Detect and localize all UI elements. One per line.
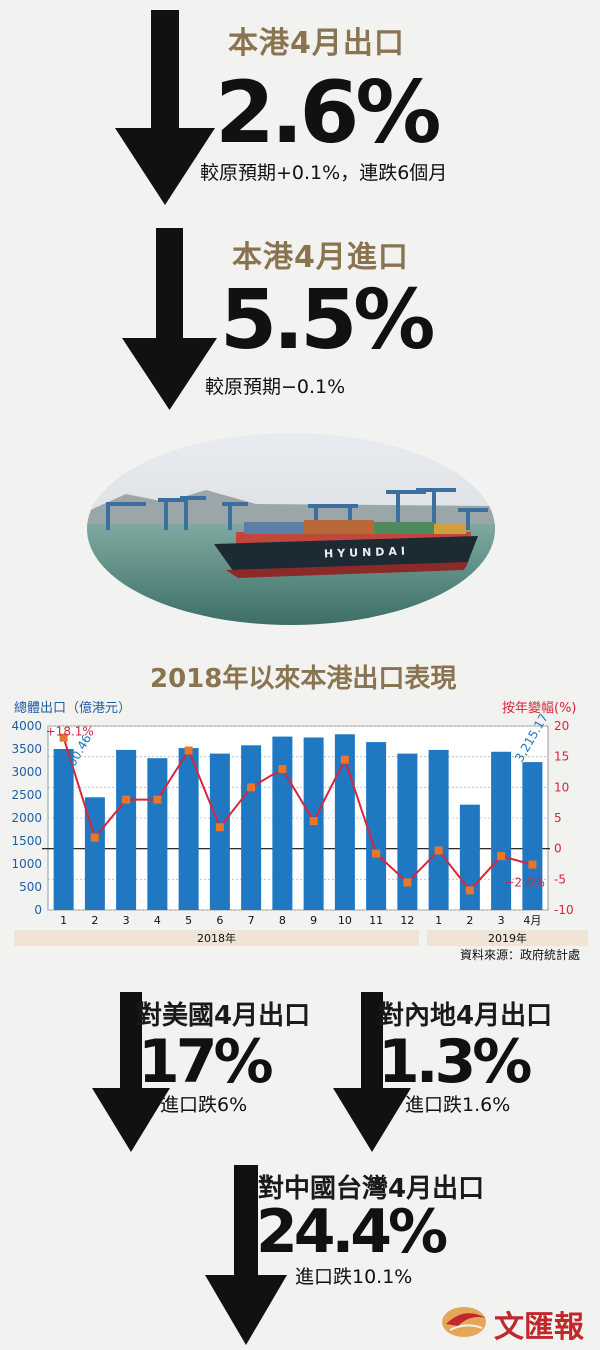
down-arrow-icon [333, 992, 411, 1152]
line-marker [247, 783, 256, 792]
imports-value: 5.5% [220, 273, 435, 368]
yoy-change-line [62, 737, 533, 892]
exports-title: 本港4月出口 [228, 26, 405, 61]
taiwan-value: 24.4% [256, 1197, 448, 1267]
mainland-note: 進口跌1.6% [405, 1094, 511, 1116]
bar [84, 797, 105, 910]
annotation-label: −2.6% [504, 876, 545, 890]
y-tick-label: 0 [34, 903, 42, 917]
bar [334, 734, 355, 910]
exports-value: 2.6% [215, 63, 442, 163]
exports-note: 較原預期+0.1%，連跌6個月 [200, 162, 448, 184]
year-band [14, 930, 419, 946]
line-marker [403, 878, 412, 887]
logo-emblem-icon [442, 1307, 486, 1337]
y-tick-label: 1000 [11, 857, 42, 871]
bar [178, 748, 199, 910]
down-arrow-icon [115, 10, 215, 205]
line-marker [122, 795, 131, 804]
x-tick-label: 9 [310, 914, 317, 927]
line-marker [309, 817, 318, 826]
x-tick-label: 8 [279, 914, 286, 927]
imports-title: 本港4月進口 [232, 240, 409, 275]
bar [428, 749, 449, 910]
chart-title: 2018年以來本港出口表現 [150, 664, 457, 694]
y-tick-label: 500 [19, 880, 42, 894]
line-marker [497, 852, 506, 861]
x-tick-label: 11 [369, 914, 383, 927]
left-axis-label: 總體出口（億港元） [14, 701, 132, 716]
annotation-label: +18.1% [46, 725, 94, 739]
x-tick-label: 10 [338, 914, 352, 927]
taiwan-note: 進口跌10.1% [295, 1266, 413, 1288]
y-tick-label: 1500 [11, 834, 42, 848]
y2-tick-label: -10 [554, 903, 574, 917]
y2-tick-label: 10 [554, 780, 569, 794]
y-tick-label: 3000 [11, 765, 42, 779]
right-axis-label: 按年變幅(%) [502, 701, 577, 716]
bar [397, 753, 418, 910]
usa-value: 17% [138, 1027, 274, 1097]
x-tick-label: 5 [185, 914, 192, 927]
down-arrow-icon [92, 992, 170, 1152]
mainland-title: 對內地4月出口 [378, 1001, 553, 1031]
line-marker [340, 755, 349, 764]
logo-text: 文匯報 [494, 1310, 584, 1345]
y-tick-label: 2500 [11, 788, 42, 802]
y2-tick-label: 20 [554, 719, 569, 733]
line-marker [278, 764, 287, 773]
usa-title: 對美國4月出口 [136, 1001, 311, 1031]
bar [522, 762, 543, 910]
line-marker [184, 746, 193, 755]
bar [147, 758, 168, 910]
container-ship-photo: HYUNDAI [86, 432, 496, 631]
line-marker [153, 795, 162, 804]
bar [241, 745, 262, 910]
line-marker [465, 886, 474, 895]
x-tick-label: 1 [60, 914, 67, 927]
down-arrow-icon [122, 228, 217, 410]
y2-tick-label: 15 [554, 750, 569, 764]
line-marker [434, 846, 443, 855]
bar [366, 742, 387, 910]
year-band [427, 930, 588, 946]
year-label: 2019年 [488, 931, 527, 945]
mainland-value: 1.3% [378, 1027, 532, 1097]
y2-tick-label: -5 [554, 872, 566, 886]
x-tick-label: 7 [248, 914, 255, 927]
bar [491, 751, 512, 910]
y2-tick-label: 5 [554, 811, 562, 825]
line-marker [528, 860, 537, 869]
year-label: 2018年 [197, 931, 236, 945]
y-tick-label: 3500 [11, 742, 42, 756]
x-tick-label: 2 [466, 914, 473, 927]
bar [209, 753, 230, 910]
x-tick-label: 1 [435, 914, 442, 927]
wenweipo-logo: 文匯報 [440, 1300, 584, 1345]
line-marker [59, 733, 68, 742]
bar [116, 749, 137, 910]
y-tick-label: 4000 [11, 719, 42, 733]
line-marker [90, 833, 99, 842]
y2-tick-label: 0 [554, 842, 562, 856]
x-tick-label: 12 [400, 914, 414, 927]
taiwan-title: 對中國台灣4月出口 [258, 1174, 485, 1204]
line-marker [372, 849, 381, 858]
chart-source: 資料來源：政府統計處 [460, 948, 581, 962]
x-tick-label: 2 [91, 914, 98, 927]
bar [272, 736, 293, 910]
x-tick-label: 4 [154, 914, 161, 927]
x-tick-label: 4月 [523, 914, 541, 927]
bar [53, 749, 74, 910]
x-tick-label: 3 [123, 914, 130, 927]
x-tick-label: 6 [216, 914, 223, 927]
line-marker [215, 823, 224, 832]
export-chart: 0 500 1000 1500 2000 2500 3000 3500 4000 -10 -5 0 5 1… [11, 714, 588, 946]
usa-note: 進口跌6% [160, 1094, 248, 1116]
down-arrow-icon [205, 1165, 287, 1345]
y-tick-label: 2000 [11, 811, 42, 825]
imports-note: 較原預期−0.1% [205, 376, 346, 398]
x-tick-label: 3 [498, 914, 505, 927]
